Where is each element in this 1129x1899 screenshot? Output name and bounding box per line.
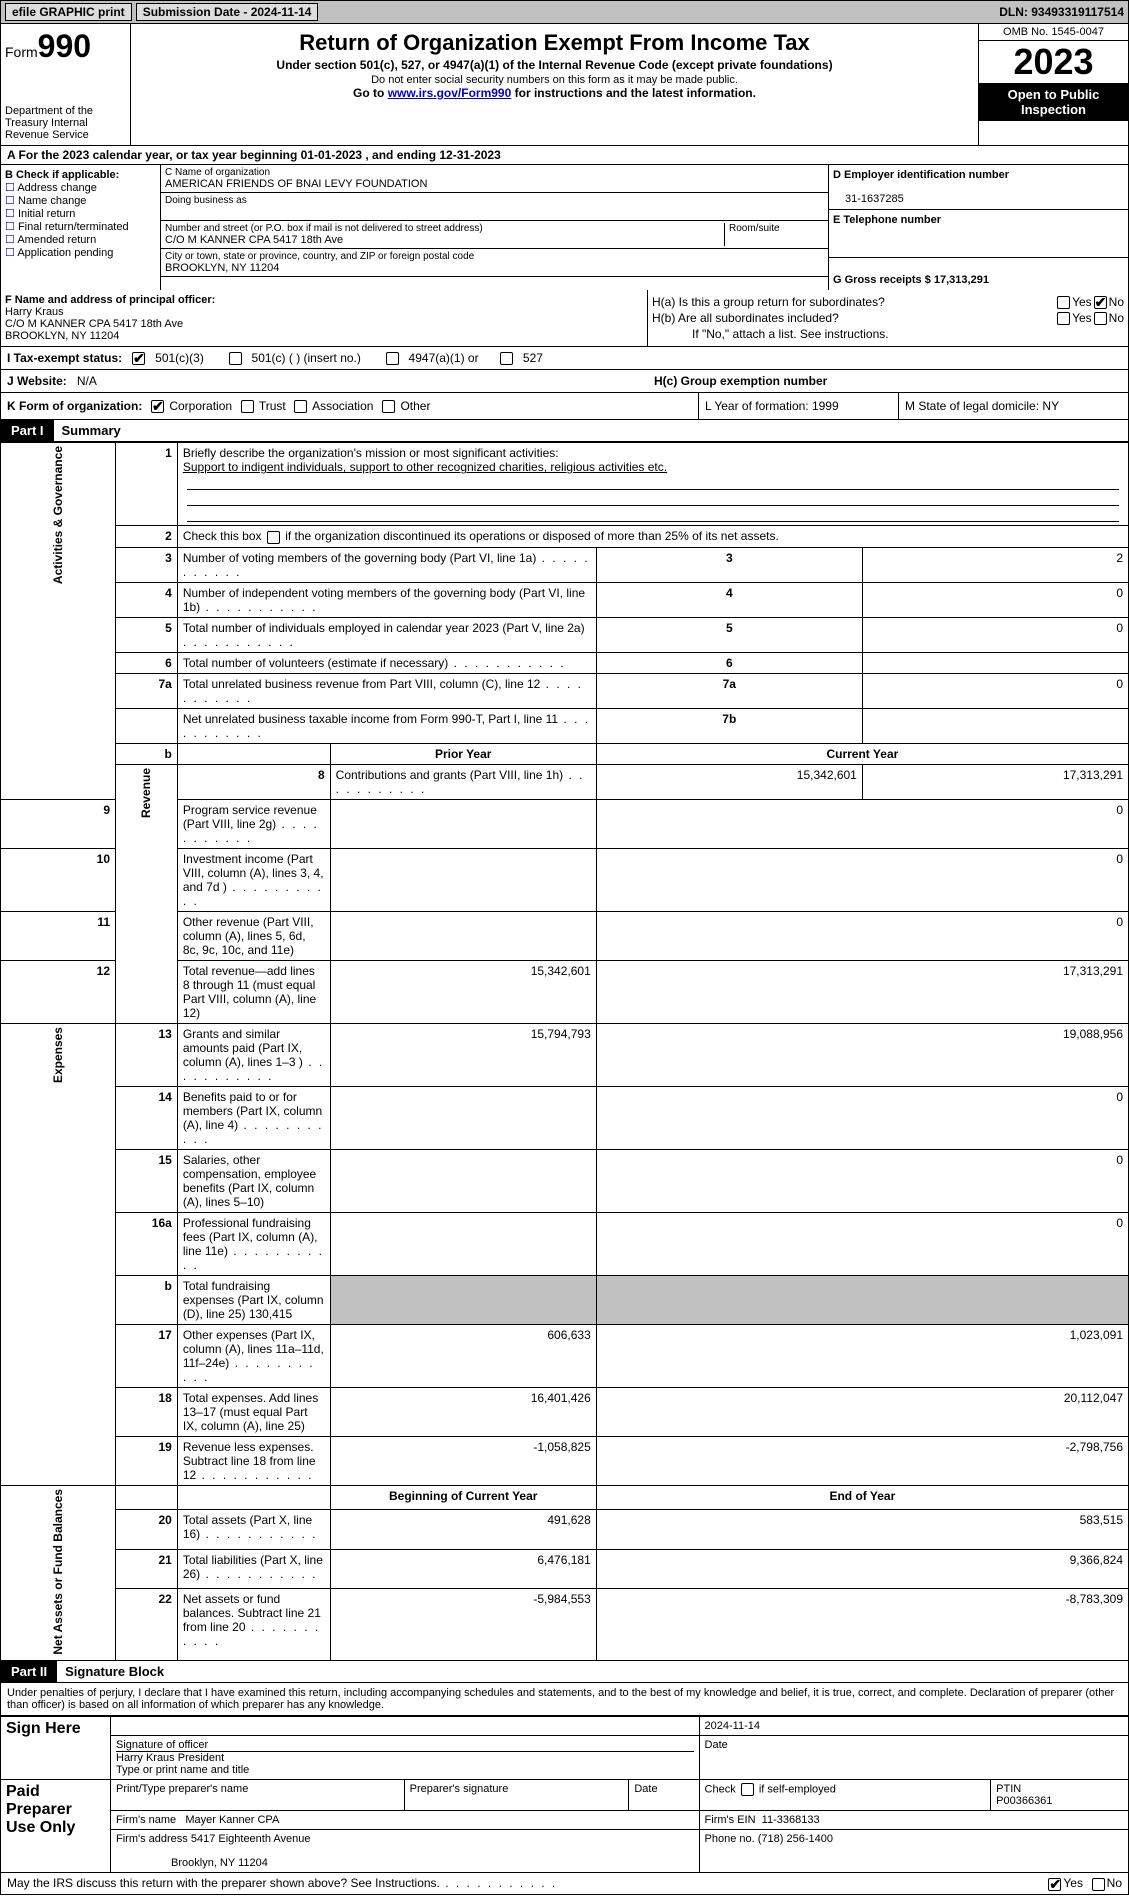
side-label-governance: Activities & Governance [51,446,65,584]
501c-checkbox[interactable] [229,352,242,365]
row-a-tax-year: A For the 2023 calendar year, or tax yea… [0,146,1129,165]
sign-here-label: Sign Here [1,1717,111,1780]
year-formation: L Year of formation: 1999 [698,393,898,419]
ha-no-checkbox[interactable] [1094,296,1107,309]
side-label-revenue: Revenue [139,768,153,818]
page-footer: For Paperwork Reduction Act Notice, see … [0,1895,1129,1899]
discuss-no-checkbox[interactable] [1092,1878,1105,1891]
hb-no-checkbox[interactable] [1094,312,1107,325]
ptin-value: P00366361 [996,1795,1052,1807]
part-2-header: Part II Signature Block [0,1661,1129,1683]
527-checkbox[interactable] [500,352,513,365]
form-subtitle-1: Under section 501(c), 527, or 4947(a)(1)… [139,56,970,74]
tax-year: 2023 [979,41,1128,83]
val-4: 0 [862,582,1128,617]
ein-value: 31-1637285 [833,193,904,205]
summary-table: Activities & Governance 1 Briefly descri… [0,442,1129,1661]
firm-ein: 11-3368133 [762,1814,820,1826]
omb-number: OMB No. 1545-0047 [979,24,1128,41]
val-5: 0 [862,617,1128,652]
val-7a: 0 [862,673,1128,708]
val-3: 2 [862,547,1128,582]
top-toolbar: efile GRAPHIC print Submission Date - 20… [0,0,1129,24]
box-f: F Name and address of principal officer:… [1,290,648,346]
line2-checkbox[interactable] [267,531,280,544]
form-title: Return of Organization Exempt From Incom… [139,28,970,56]
declaration-text: Under penalties of perjury, I declare th… [0,1683,1129,1716]
dln-label: DLN: 93493319117514 [999,5,1124,19]
form-subtitle-3: Go to www.irs.gov/Form990 for instructio… [139,86,970,100]
box-h: H(a) Is this a group return for subordin… [648,290,1128,346]
4947-checkbox[interactable] [386,352,399,365]
box-b: B Check if applicable: ☐ Address change … [1,165,161,290]
discuss-row: May the IRS discuss this return with the… [0,1873,1129,1894]
box-d-e-g: D Employer identification number 31-1637… [828,165,1128,290]
row-k-l-m: K Form of organization: Corporation Trus… [0,393,1129,420]
row-i-tax-status: I Tax-exempt status: 501(c)(3) 501(c) ( … [0,347,1129,370]
section-b-thru-g: B Check if applicable: ☐ Address change … [0,165,1129,290]
form-subtitle-2: Do not enter social security numbers on … [139,74,970,86]
box-c: C Name of organization AMERICAN FRIENDS … [161,165,828,290]
ha-yes-checkbox[interactable] [1057,296,1070,309]
form-number: Form990 [5,28,126,65]
form-990-page: efile GRAPHIC print Submission Date - 20… [0,0,1129,1899]
firm-phone: (718) 256-1400 [758,1833,833,1845]
hb-yes-checkbox[interactable] [1057,312,1070,325]
discuss-yes-checkbox[interactable] [1048,1878,1061,1891]
form-header: Form990 Department of the Treasury Inter… [0,24,1129,146]
irs-link[interactable]: www.irs.gov/Form990 [388,86,512,100]
org-street: C/O M KANNER CPA 5417 18th Ave [165,234,724,246]
val-7b [862,708,1128,743]
website-value: N/A [77,374,97,388]
assoc-checkbox[interactable] [294,400,307,413]
sig-date: 2024-11-14 [699,1717,1128,1736]
submission-date-badge: Submission Date - 2024-11-14 [136,3,319,21]
other-checkbox[interactable] [382,400,395,413]
val-6 [862,652,1128,673]
side-label-netassets: Net Assets or Fund Balances [51,1489,65,1655]
org-name: AMERICAN FRIENDS OF BNAI LEVY FOUNDATION [165,178,824,190]
paid-preparer-label: Paid Preparer Use Only [1,1780,111,1873]
mission-text: Support to indigent individuals, support… [183,460,667,474]
self-employed-checkbox[interactable] [741,1783,754,1796]
side-label-expenses: Expenses [51,1027,65,1083]
dept-label: Department of the Treasury Internal Reve… [5,105,126,141]
gross-receipts: G Gross receipts $ 17,313,291 [833,274,989,286]
trust-checkbox[interactable] [241,400,254,413]
corp-checkbox[interactable] [151,400,164,413]
efile-print-button[interactable]: efile GRAPHIC print [5,3,132,21]
state-domicile: M State of legal domicile: NY [898,393,1128,419]
firm-name: Mayer Kanner CPA [185,1814,279,1826]
row-f-h: F Name and address of principal officer:… [0,290,1129,347]
org-city: BROOKLYN, NY 11204 [165,262,824,274]
501c3-checkbox[interactable] [132,352,145,365]
public-inspection-badge: Open to Public Inspection [979,83,1128,121]
row-j-hc: J Website: N/A H(c) Group exemption numb… [0,370,1129,393]
part-1-header: Part I Summary [0,420,1129,442]
signature-table: Sign Here 2024-11-14 Signature of office… [0,1716,1129,1873]
